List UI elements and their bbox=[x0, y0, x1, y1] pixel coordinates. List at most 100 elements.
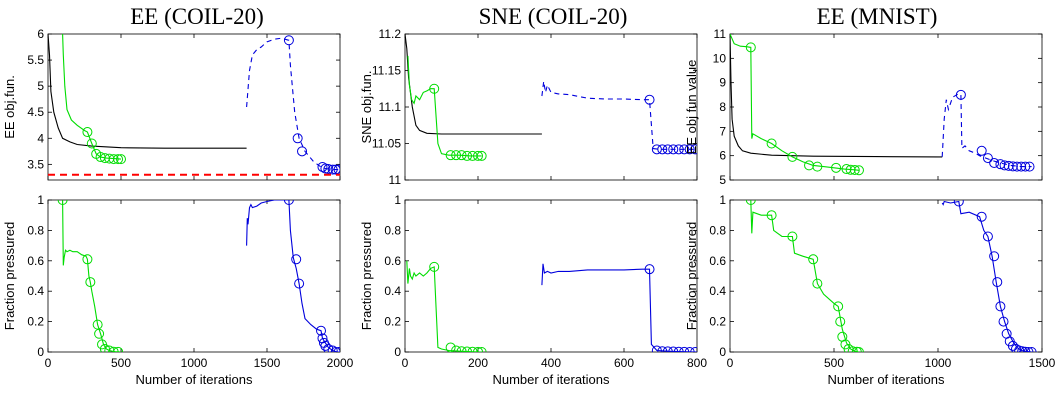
blue-marker bbox=[690, 144, 697, 155]
blue-series-line bbox=[941, 200, 1032, 352]
blue-marker bbox=[690, 347, 697, 352]
green-marker bbox=[82, 127, 93, 138]
green-marker bbox=[849, 165, 860, 176]
x-tick-label: 0 bbox=[402, 356, 409, 370]
blue-marker bbox=[989, 157, 1000, 168]
blue-marker bbox=[662, 144, 673, 155]
green-marker bbox=[853, 165, 864, 176]
axes-frame bbox=[404, 33, 698, 181]
y-tick-label: 11.05 bbox=[372, 137, 401, 151]
green-marker bbox=[113, 346, 124, 352]
blue-marker bbox=[668, 346, 679, 352]
y-tick-label: 1 bbox=[394, 193, 401, 207]
blue-marker bbox=[673, 144, 684, 155]
y-tick-label: 6 bbox=[37, 27, 44, 41]
blue-marker bbox=[999, 160, 1010, 171]
green-marker bbox=[462, 346, 473, 352]
y-tick-label: 0 bbox=[37, 345, 44, 359]
blue-marker bbox=[995, 301, 1006, 312]
blue-marker bbox=[327, 164, 338, 175]
blue-marker bbox=[644, 264, 655, 275]
x-tick-label: 2000 bbox=[327, 356, 354, 370]
panel-bottom-1: 0 0.2 0.4 0.6 0.8 1 0 500 1000 1500 2000 Number of … bbox=[2, 193, 354, 387]
blue-marker bbox=[317, 161, 328, 172]
blue-marker bbox=[1024, 161, 1035, 172]
y-tick-label: 8 bbox=[719, 100, 726, 114]
green-marker bbox=[451, 345, 462, 352]
y-tick-label: 0.6 bbox=[709, 254, 726, 268]
blue-marker bbox=[998, 316, 1009, 327]
blue-marker bbox=[1020, 161, 1031, 172]
black-series-line bbox=[405, 34, 542, 135]
y-tick-label: 0.6 bbox=[27, 254, 44, 268]
panel-top-3: 5 6 7 8 9 10 11 EE obj fun value bbox=[684, 27, 1043, 187]
axes-frame bbox=[47, 199, 341, 353]
blue-marker bbox=[316, 325, 327, 336]
blue-marker bbox=[283, 200, 294, 205]
blue-marker bbox=[1020, 346, 1031, 352]
blue-marker bbox=[323, 164, 334, 175]
blue-marker bbox=[679, 346, 690, 352]
blue-marker bbox=[292, 133, 303, 144]
blue-marker bbox=[953, 200, 964, 207]
panel-top-1: 3.5 4 4.5 5 5.5 6 EE obj.fun. bbox=[2, 27, 341, 181]
blue-marker bbox=[297, 146, 308, 157]
green-marker bbox=[113, 154, 124, 165]
green-marker bbox=[851, 346, 862, 352]
green-marker bbox=[85, 277, 96, 288]
green-marker bbox=[476, 347, 487, 352]
blue-marker bbox=[992, 277, 1003, 288]
y-axis-label: Fraction pressured bbox=[684, 222, 699, 330]
y-tick-label: 0.2 bbox=[27, 315, 44, 329]
y-tick-label: 5 bbox=[37, 79, 44, 93]
y-tick-label: 0.4 bbox=[709, 284, 726, 298]
green-series-line bbox=[750, 200, 860, 352]
y-tick-label: 4 bbox=[37, 131, 44, 145]
green-marker bbox=[833, 301, 844, 312]
y-axis-label: EE obj.fun. bbox=[2, 75, 17, 139]
y-tick-label: 11 bbox=[714, 27, 727, 41]
green-marker bbox=[845, 164, 856, 175]
title-ee-coil20: EE (COIL-20) bbox=[130, 4, 264, 29]
blue-series-line bbox=[246, 37, 340, 171]
y-tick-label: 0.8 bbox=[27, 223, 44, 237]
y-tick-label: 0.2 bbox=[384, 315, 401, 329]
blue-marker bbox=[320, 340, 331, 351]
green-marker bbox=[766, 210, 777, 221]
blue-marker bbox=[657, 346, 668, 352]
green-series-line bbox=[407, 55, 482, 157]
green-marker bbox=[787, 151, 798, 162]
green-marker bbox=[745, 200, 756, 205]
blue-marker bbox=[955, 89, 966, 100]
y-axis-label: EE obj fun value bbox=[684, 60, 699, 155]
green-marker bbox=[745, 42, 756, 53]
green-marker bbox=[108, 154, 119, 165]
green-marker bbox=[451, 150, 462, 161]
green-marker bbox=[812, 278, 823, 289]
blue-series-line bbox=[941, 92, 1032, 168]
plot-area bbox=[57, 200, 340, 352]
blue-marker bbox=[976, 145, 987, 156]
y-tick-label: 0.8 bbox=[384, 223, 401, 237]
blue-marker bbox=[1014, 345, 1025, 352]
blue-marker bbox=[327, 345, 338, 352]
blue-marker bbox=[982, 231, 993, 242]
green-marker bbox=[456, 346, 467, 352]
blue-marker bbox=[283, 35, 294, 46]
blue-marker bbox=[684, 347, 695, 352]
x-tick-label: 1000 bbox=[181, 356, 208, 370]
green-marker bbox=[473, 346, 483, 352]
blue-marker bbox=[323, 343, 334, 352]
blue-marker bbox=[1026, 347, 1037, 352]
y-tick-label: 5 bbox=[719, 173, 726, 187]
green-marker bbox=[808, 254, 819, 265]
panel-bottom-2: 0 0.2 0.4 0.6 0.8 1 0 200 400 600 800 Number of ite… bbox=[359, 193, 707, 387]
green-marker bbox=[804, 160, 815, 171]
green-marker bbox=[473, 150, 483, 161]
blue-marker bbox=[673, 346, 684, 352]
green-marker bbox=[787, 231, 798, 242]
x-tick-label: 0 bbox=[45, 356, 52, 370]
blue-marker bbox=[989, 251, 1000, 262]
green-marker bbox=[99, 343, 110, 352]
